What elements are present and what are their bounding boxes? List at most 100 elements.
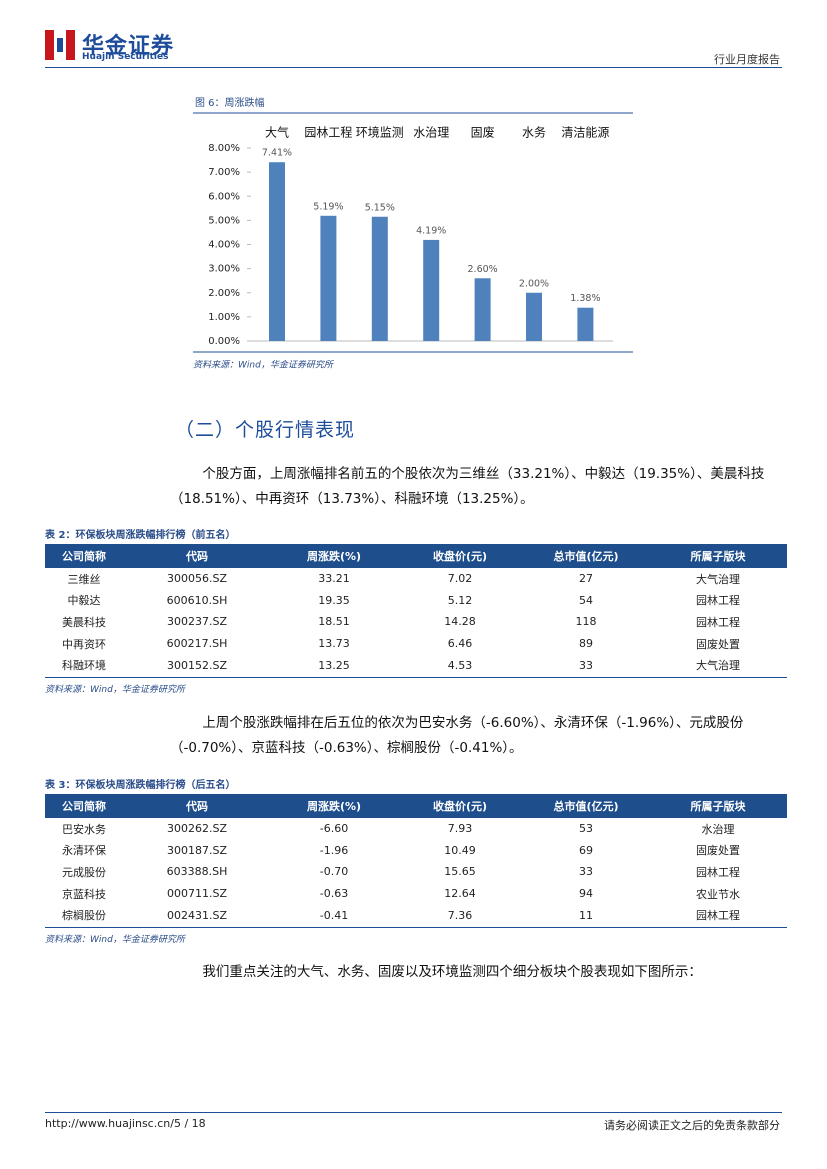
column-header: 所属子版块 <box>649 544 787 568</box>
table-cell: 54 <box>579 593 593 607</box>
table-cell: 118 <box>575 615 597 629</box>
header-row: 公司简称 代码 周涨跌(%) 收盘价(元) 总市值(亿元) 所属子版块 <box>45 794 787 818</box>
x-tick-label: 园林工程 <box>304 125 352 140</box>
table-cell: 33.21 <box>318 572 350 586</box>
y-tick-label: 8.00% <box>208 143 240 154</box>
x-tick-label: 清洁能源 <box>561 126 609 140</box>
y-tick-label: 3.00% <box>208 264 240 275</box>
table-cell: -0.63 <box>319 887 349 901</box>
table-cell: -0.70 <box>319 865 349 879</box>
table-cell: 14.28 <box>444 615 476 629</box>
table-cell: 固废处置 <box>696 844 740 858</box>
table-cell: 12.64 <box>444 887 476 901</box>
table-cell: 18.51 <box>318 615 350 629</box>
table-cell: 27 <box>579 572 593 586</box>
table-cell: 园林工程 <box>696 594 740 608</box>
table-rule <box>45 926 787 928</box>
logo-en: Huajin Securities <box>82 52 169 62</box>
table-cell: 600610.SH <box>166 593 228 607</box>
table-row: 中毅达 600610.SH 19.35 5.12 54 园林工程 <box>45 590 787 612</box>
table-cell: 300237.SZ <box>166 615 227 629</box>
data-label: 1.38% <box>570 293 600 304</box>
bar <box>526 292 542 341</box>
table-row: 中再资环 600217.SH 13.73 6.46 89 固废处置 <box>45 633 787 655</box>
bar <box>423 239 440 341</box>
bar <box>474 278 491 341</box>
table-cell: 园林工程 <box>696 865 740 879</box>
table-cell: 6.46 <box>447 637 473 651</box>
header-row: 公司简称 代码 周涨跌(%) 收盘价(元) 总市值(亿元) 所属子版块 <box>45 544 787 568</box>
data-label: 2.00% <box>519 278 549 289</box>
table-cell: 53 <box>579 822 593 836</box>
table-cell: 89 <box>579 637 593 651</box>
x-tick-label: 环境监测 <box>356 125 404 140</box>
column-header: 所属子版块 <box>649 794 787 818</box>
y-tick-label: 0.00% <box>208 336 240 347</box>
column-header: 总市值(亿元) <box>523 544 649 568</box>
column-header: 周涨跌(%) <box>271 544 397 568</box>
y-tick-label: 6.00% <box>208 191 240 202</box>
x-tick-label: 水治理 <box>413 126 449 140</box>
x-tick-label: 大气 <box>265 125 289 140</box>
table-source: 资料来源：Wind，华金证券研究所 <box>45 684 185 695</box>
table-cell: 69 <box>579 843 593 857</box>
table-cell: 300152.SZ <box>166 658 227 672</box>
section-heading: （二）个股行情表现 <box>175 419 356 441</box>
table-block: 表 3：环保板块周涨跌幅排行榜（后五名） 公司简称 代码 周涨跌(%) 收盘价(元) 总市… <box>45 778 787 945</box>
table-cell: 4.53 <box>447 658 473 672</box>
table-cell: 7.02 <box>447 572 473 586</box>
column-header: 收盘价(元) <box>397 794 523 818</box>
report-type: 行业月度报告 <box>714 53 780 66</box>
table-cell: 300262.SZ <box>166 822 227 836</box>
table-cell: 94 <box>579 887 593 901</box>
table-cell: 11 <box>579 908 593 922</box>
table-cell: 中再资环 <box>62 637 106 651</box>
table-cell: 33 <box>579 658 593 672</box>
table-rule <box>45 676 787 678</box>
table-cell: 中毅达 <box>67 594 101 608</box>
logo-cn: 华金证券 <box>82 34 175 59</box>
x-tick-label: 水务 <box>522 125 546 140</box>
table-cell: 水治理 <box>701 822 735 836</box>
table-row: 美晨科技 300237.SZ 18.51 14.28 118 园林工程 <box>45 611 787 633</box>
bar <box>371 216 388 341</box>
table-cell: -6.60 <box>319 822 349 836</box>
table-cell: 京蓝科技 <box>62 887 106 901</box>
table-cell: 农业节水 <box>696 887 740 901</box>
paragraph: 上周个股涨跌幅排在后五位的依次为巴安水务（-6.60%）、永清环保（-1.96%… <box>170 715 744 756</box>
footer-disclaimer: 请务必阅读正文之后的免责条款部分 <box>604 1119 780 1132</box>
data-label: 5.15% <box>365 202 395 213</box>
column-header: 公司简称 <box>45 794 123 818</box>
table-cell: 科融环境 <box>62 659 106 673</box>
column-header: 公司简称 <box>45 544 123 568</box>
table-source: 资料来源：Wind，华金证券研究所 <box>45 934 185 945</box>
table-cell: 300056.SZ <box>166 572 227 586</box>
chart: 图 6：周涨跌幅 资料来源：Wind，华金证券研究所 0.00% 1.00% 2.0… <box>193 96 633 371</box>
x-tick-label: 固废 <box>471 125 495 140</box>
table-row: 三维丝 300056.SZ 33.21 7.02 27 大气治理 <box>45 568 787 590</box>
table-cell: -1.96 <box>319 843 349 857</box>
table: 公司简称 代码 周涨跌(%) 收盘价(元) 总市值(亿元) 所属子版块 三维丝 300056.… <box>45 544 787 676</box>
table-cell: 园林工程 <box>696 615 740 629</box>
table-cell: 13.73 <box>318 637 350 651</box>
y-tick-label: 5.00% <box>208 215 240 226</box>
table-cell: 10.49 <box>444 843 476 857</box>
data-label: 2.60% <box>468 264 498 275</box>
data-label: 7.41% <box>262 148 292 159</box>
table-cell: 33 <box>579 865 593 879</box>
figure-label: 图 6：周涨跌幅 <box>195 96 265 109</box>
table-cell: -0.41 <box>319 908 349 922</box>
bar <box>577 307 594 341</box>
table-cell: 19.35 <box>318 593 350 607</box>
table-row: 巴安水务 300262.SZ -6.60 7.93 53 水治理 <box>45 818 787 840</box>
column-header: 代码 <box>123 544 271 568</box>
table-cell: 002431.SZ <box>166 908 227 922</box>
footer-rule <box>45 1112 782 1113</box>
column-header: 周涨跌(%) <box>271 794 397 818</box>
table-cell: 603388.SH <box>166 865 228 879</box>
table-cell: 5.12 <box>447 593 473 607</box>
table-cell: 园林工程 <box>696 909 740 923</box>
table-row: 元成股份 603388.SH -0.70 15.65 33 园林工程 <box>45 861 787 883</box>
table-cell: 7.93 <box>447 822 473 836</box>
